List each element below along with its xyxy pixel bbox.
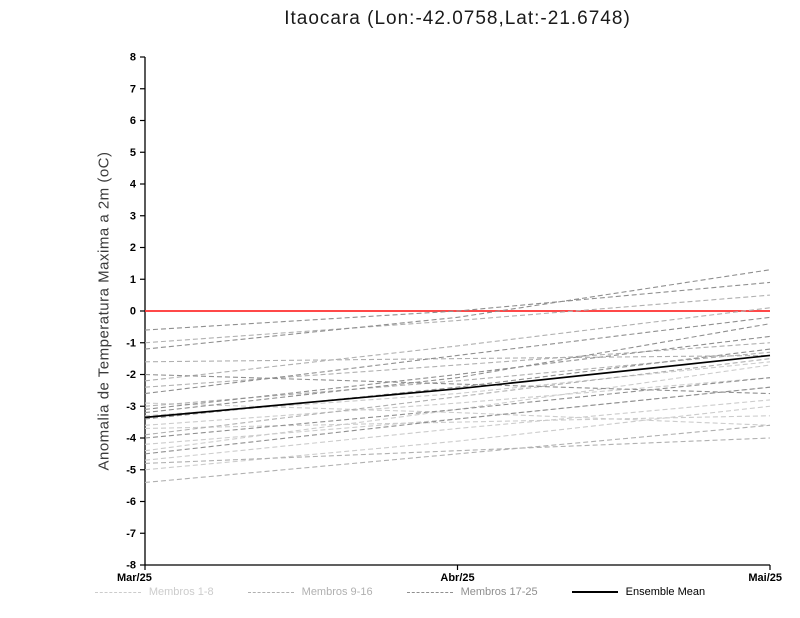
chart-legend: Membros 1-8 Membros 9-16 Membros 17-25 E… xyxy=(0,586,800,598)
legend-item-membros-17-25: Membros 17-25 xyxy=(406,586,538,598)
legend-item-ensemble-mean: Ensemble Mean xyxy=(571,586,706,598)
svg-text:Mai/25: Mai/25 xyxy=(748,572,782,584)
svg-text:-3: -3 xyxy=(126,401,136,413)
svg-text:-4: -4 xyxy=(126,433,137,445)
dashed-line-swatch xyxy=(406,591,453,593)
svg-text:5: 5 xyxy=(130,147,136,159)
svg-text:2: 2 xyxy=(130,242,136,254)
legend-label: Ensemble Mean xyxy=(625,586,706,598)
legend-label: Membros 17-25 xyxy=(460,586,538,598)
svg-text:-1: -1 xyxy=(126,337,136,349)
svg-text:6: 6 xyxy=(130,115,136,127)
svg-text:Abr/25: Abr/25 xyxy=(440,572,474,584)
svg-text:-7: -7 xyxy=(126,528,136,540)
dashed-line-swatch xyxy=(94,591,141,593)
svg-text:-2: -2 xyxy=(126,369,136,381)
svg-text:-6: -6 xyxy=(126,496,136,508)
legend-label: Membros 1-8 xyxy=(148,586,214,598)
svg-text:-5: -5 xyxy=(126,464,136,476)
svg-text:0: 0 xyxy=(130,306,136,318)
svg-text:Mar/25: Mar/25 xyxy=(117,572,152,584)
dashed-line-swatch xyxy=(247,591,294,593)
legend-label: Membros 9-16 xyxy=(301,586,373,598)
chart-title: Itaocara (Lon:-42.0758,Lat:-21.6748) xyxy=(284,8,631,29)
solid-line-swatch xyxy=(571,591,618,593)
svg-text:-8: -8 xyxy=(126,560,136,572)
svg-text:8: 8 xyxy=(130,52,136,64)
legend-item-membros-9-16: Membros 9-16 xyxy=(247,586,373,598)
svg-text:1: 1 xyxy=(130,274,136,286)
legend-item-membros-1-8: Membros 1-8 xyxy=(94,586,214,598)
svg-text:4: 4 xyxy=(130,179,137,191)
svg-text:3: 3 xyxy=(130,210,136,222)
svg-text:7: 7 xyxy=(130,83,136,95)
